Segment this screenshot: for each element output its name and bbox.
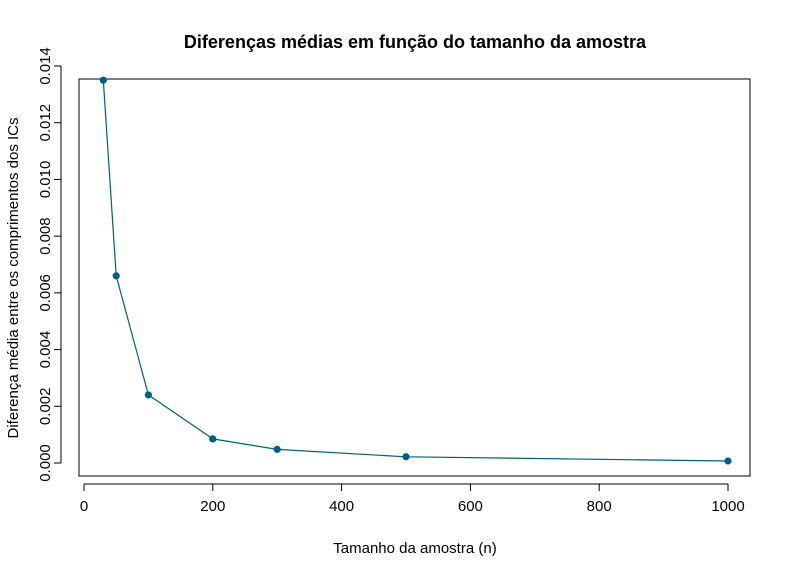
- y-tick-label: 0.004: [37, 331, 54, 369]
- data-point: [144, 391, 152, 399]
- x-tick-label: 600: [458, 498, 483, 515]
- y-tick-label: 0.010: [37, 161, 54, 199]
- series-line: [102, 80, 729, 462]
- x-tick-label: 800: [587, 498, 612, 515]
- y-tick-label: 0.002: [37, 388, 54, 426]
- y-axis-label: Diferença média entre os comprimentos do…: [5, 118, 22, 439]
- x-axis-label: Tamanho da amostra (n): [333, 540, 496, 557]
- data-point: [99, 76, 107, 84]
- x-axis: 0 200 400 600 800 1000: [80, 483, 745, 515]
- data-point: [209, 435, 217, 443]
- chart-title: Diferenças médias em função do tamanho d…: [184, 32, 647, 52]
- x-tick-label: 200: [200, 498, 225, 515]
- data-point: [402, 453, 410, 461]
- plot-frame: [78, 78, 751, 477]
- y-tick-label: 0.012: [37, 104, 54, 142]
- data-point: [273, 445, 281, 453]
- y-tick-label: 0.006: [37, 274, 54, 312]
- y-tick-label: 0.014: [37, 47, 54, 85]
- y-tick-label: 0.000: [37, 444, 54, 482]
- data-point: [724, 457, 732, 465]
- y-axis: 0.000 0.002 0.004 0.006 0.008 0.010 0.012 0.014: [37, 47, 62, 482]
- data-point: [112, 272, 120, 280]
- y-tick-label: 0.008: [37, 217, 54, 255]
- x-tick-label: 0: [80, 498, 88, 515]
- series-layer: [99, 76, 732, 465]
- x-tick-label: 1000: [711, 498, 744, 515]
- x-tick-label: 400: [329, 498, 354, 515]
